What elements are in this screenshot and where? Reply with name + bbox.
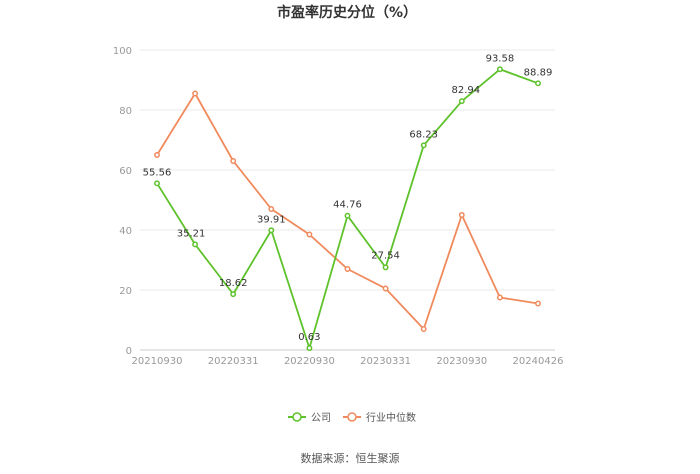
data-point (420, 142, 427, 149)
data-point (382, 264, 389, 271)
data-label: 44.76 (333, 200, 362, 211)
data-point (458, 98, 465, 105)
data-point (268, 206, 275, 212)
y-tick-label: 40 (119, 226, 132, 237)
x-tick-label: 20230930 (436, 356, 487, 367)
y-axis: 0 20 40 60 80 100 (113, 46, 132, 357)
x-tick-label: 20230331 (360, 356, 411, 367)
data-point (154, 180, 160, 187)
data-point (535, 80, 541, 87)
data-point (230, 158, 237, 164)
data-point (154, 152, 160, 158)
legend-marker (347, 412, 357, 422)
series-line-行业中位数 (156, 92, 539, 330)
data-label: 35.21 (177, 228, 206, 239)
grid-lines (140, 49, 555, 351)
data-point (382, 285, 389, 292)
x-tick-label: 20220331 (208, 356, 259, 367)
legend-label: 行业中位数 (366, 411, 416, 424)
series-points (154, 66, 541, 352)
data-label: 0.63 (298, 332, 320, 343)
x-tick-label: 20240426 (513, 356, 564, 367)
data-point (192, 241, 199, 248)
x-tick-label: 20210930 (132, 356, 183, 367)
y-tick-label: 100 (113, 46, 132, 57)
legend-marker (292, 412, 302, 422)
data-label: 93.58 (486, 53, 515, 64)
y-tick-label: 20 (119, 286, 132, 297)
chart-title: 市盈率历史分位（%） (277, 4, 417, 21)
data-label: 39.91 (257, 214, 286, 225)
data-point (496, 66, 503, 73)
y-tick-label: 60 (119, 166, 132, 177)
data-point (420, 326, 427, 332)
x-tick-label: 20220930 (284, 356, 335, 367)
data-point (192, 90, 199, 97)
y-tick-label: 80 (119, 106, 132, 117)
data-labels: 55.56 35.21 18.62 39.91 0.63 44.76 27.54 68.23 8… (143, 53, 553, 343)
data-point (268, 227, 275, 234)
data-point (344, 266, 351, 272)
legend-item-company[interactable]: 公司 (288, 412, 331, 424)
data-point (344, 212, 351, 219)
data-label: 55.56 (143, 167, 172, 178)
x-axis: 20210930 20220331 20220930 20230331 20230930… (132, 356, 564, 367)
data-label: 88.89 (524, 67, 553, 78)
legend-item-industry-median[interactable]: 行业中位数 (343, 411, 416, 424)
data-point (306, 231, 313, 238)
data-point (306, 345, 313, 352)
data-point (458, 212, 465, 218)
legend-label: 公司 (311, 413, 331, 424)
data-label: 27.54 (371, 250, 400, 261)
legend[interactable]: 公司 行业中位数 (288, 411, 416, 424)
data-label: 68.23 (409, 129, 438, 140)
data-label: 18.62 (219, 278, 248, 289)
data-label: 82.94 (451, 85, 480, 96)
data-source: 数据来源：恒生聚源 (301, 451, 400, 465)
data-point (535, 300, 541, 307)
data-point (496, 294, 503, 301)
y-tick-label: 0 (126, 346, 132, 357)
data-point (230, 291, 237, 298)
